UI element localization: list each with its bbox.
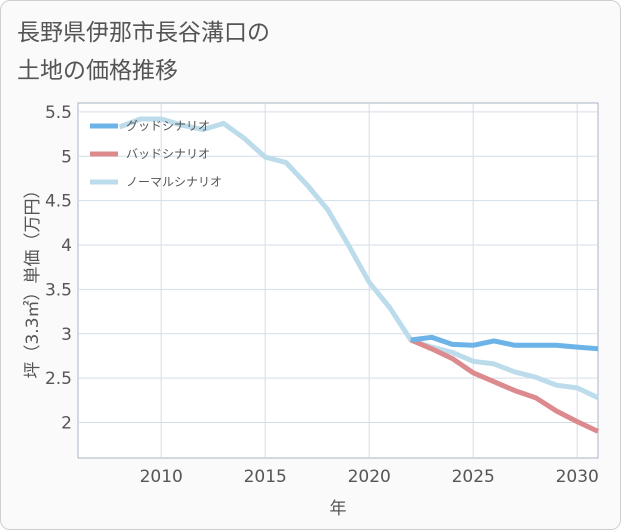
y-tick-label: 4: [61, 236, 72, 256]
y-axis-title: 坪（3.3㎡）単価（万円）: [23, 181, 43, 378]
chart-title: 長野県伊那市長谷溝口の 土地の価格推移: [17, 14, 270, 90]
y-tick-label: 2: [61, 414, 72, 434]
x-axis-title: 年: [330, 499, 347, 519]
y-tick-label: 3.5: [45, 280, 72, 300]
x-tick-label: 2020: [348, 467, 391, 487]
y-tick-label: 5: [61, 147, 72, 167]
x-tick-label: 2025: [452, 467, 495, 487]
chart-title-line-1: 長野県伊那市長谷溝口の: [17, 20, 270, 46]
legend-label: ノーマルシナリオ: [126, 175, 222, 189]
good-scenario-line: [410, 334, 599, 352]
x-tick-label: 2030: [556, 467, 599, 487]
chart-title-line-2: 土地の価格推移: [17, 58, 178, 84]
x-tick-labels: 2010 2015 2020 2025 2030: [140, 467, 599, 487]
x-tick-label: 2010: [140, 467, 183, 487]
legend-label: バッドシナリオ: [126, 147, 210, 161]
normal-scenario-line: [118, 116, 600, 400]
bad-scenario-line: [409, 337, 600, 434]
plot-area: [77, 102, 599, 459]
y-tick-label: 3: [61, 325, 72, 345]
y-tick-label: 5.5: [45, 103, 72, 123]
y-tick-label: 2.5: [45, 369, 72, 389]
series-lines: [118, 116, 600, 434]
y-tick-labels: 2 2.5 3 3.5 4 4.5 5 5.5: [45, 103, 72, 434]
y-tick-label: 4.5: [45, 192, 72, 212]
x-tick-label: 2015: [244, 467, 287, 487]
legend-label: グッドシナリオ: [126, 119, 210, 133]
grid-lines: [78, 103, 598, 458]
